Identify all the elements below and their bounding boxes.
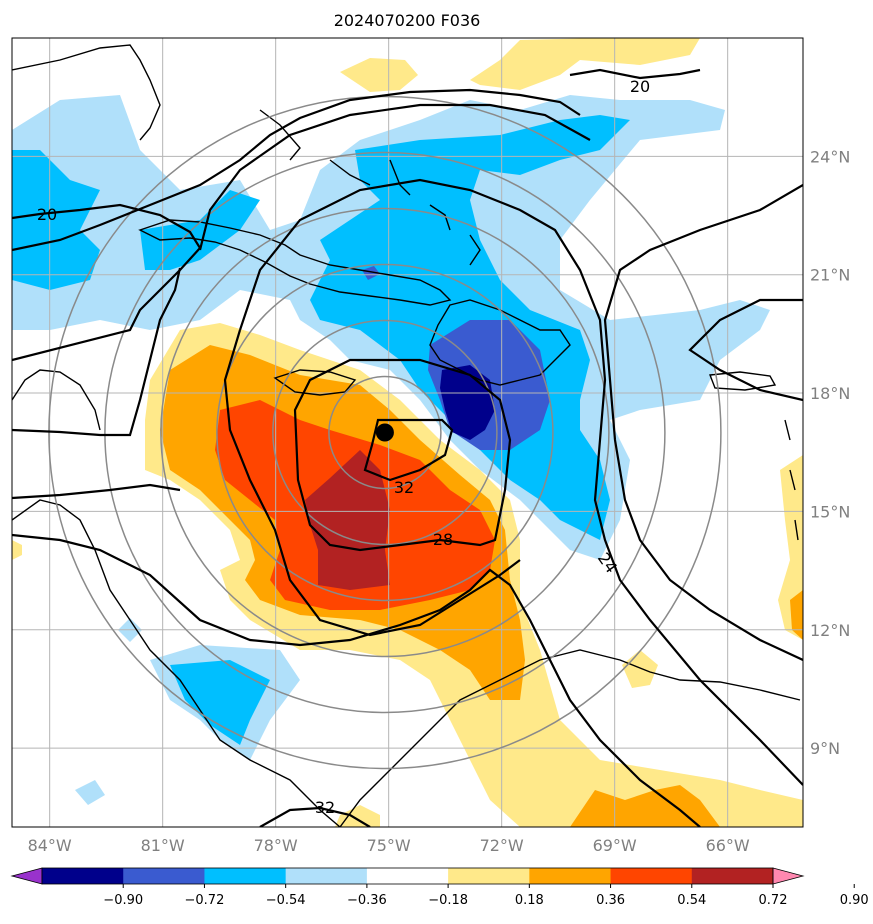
longitude-labels: 84°W 81°W 78°W 75°W 72°W 69°W 66°W <box>28 836 750 855</box>
coast-central-america <box>12 499 341 827</box>
longitude-label: 69°W <box>593 836 637 855</box>
isoline-20-ring <box>198 103 591 251</box>
shade-yellow-spot2 <box>622 650 658 688</box>
coast-panama-colombia <box>339 649 801 827</box>
longitude-label: 66°W <box>706 836 750 855</box>
shade-blue-cuba <box>140 190 260 270</box>
contour-label-28: 28 <box>433 530 453 549</box>
latitude-label: 18°N <box>810 384 850 403</box>
coast-lesser-antilles <box>784 419 799 541</box>
colorbar-tick-label: −0.90 <box>103 893 143 908</box>
colorbar-bin <box>529 868 612 884</box>
colorbar-bin <box>366 868 449 884</box>
isoline-20-ne <box>569 68 701 80</box>
longitude-label: 75°W <box>367 836 411 855</box>
colorbar-tick-label: −0.18 <box>428 893 468 908</box>
isoline-20-north <box>12 88 581 252</box>
shade-orange-southeast <box>570 785 720 827</box>
coast-hispaniola <box>429 299 571 386</box>
shade-yellow-east <box>778 455 803 640</box>
isoline-west-lobe <box>12 267 182 437</box>
contour-label-20-ne: 20 <box>630 77 650 96</box>
contour-label-32: 32 <box>394 478 414 497</box>
latitude-label: 12°N <box>810 621 850 640</box>
isoline-south <box>12 533 701 827</box>
coast-cuba <box>138 219 452 306</box>
colorbar: −0.90 −0.72 −0.54 −0.36 −0.18 0.18 0.36 0.54 0.7… <box>10 867 869 908</box>
colorbar-frame <box>41 867 774 885</box>
coastlines <box>12 44 801 827</box>
shade-yellow-north <box>470 38 700 90</box>
latitude-label: 15°N <box>810 502 850 521</box>
shade-yellow-spot1 <box>340 58 418 92</box>
coast-jamaica <box>273 369 357 396</box>
contour-label-20-west: 20 <box>37 205 57 224</box>
shade-lightblue-spot2 <box>75 780 105 805</box>
colorbar-tick-label: 0.36 <box>596 893 625 908</box>
latitude-label: 9°N <box>810 739 840 758</box>
shade-blue-north <box>12 150 100 290</box>
longitude-label: 84°W <box>28 836 72 855</box>
isoline-32-south <box>259 806 371 827</box>
colorbar-extend-low <box>10 867 43 885</box>
isoline-south-left <box>12 483 181 500</box>
range-ring <box>104 151 666 714</box>
shade-blue-south <box>170 660 270 745</box>
range-ring <box>216 263 554 602</box>
colorbar-tick-label: 0.18 <box>515 893 544 908</box>
latitude-label: 21°N <box>810 266 850 285</box>
colorbar-bin <box>610 868 693 884</box>
shade-darkred-core <box>305 450 390 590</box>
isoline-24-west <box>223 329 521 637</box>
colorbar-tick-label: 0.54 <box>677 893 706 908</box>
isoline-28 <box>293 358 512 552</box>
isoline-east <box>603 184 803 661</box>
colorbar-bin <box>123 868 205 884</box>
longitude-label: 72°W <box>480 836 524 855</box>
colorbar-bin <box>448 868 530 884</box>
colorbar-bin <box>285 868 368 884</box>
shade-yellow-spot4 <box>335 805 380 827</box>
colorbar-tick-label: 0.90 <box>840 893 869 908</box>
colorbar-bin <box>42 868 124 884</box>
colorbar-tick-label: −0.72 <box>185 893 225 908</box>
latitude-labels: 9°N 12°N 15°N 18°N 21°N 24°N <box>810 147 850 758</box>
isolines <box>12 68 803 827</box>
map-frame <box>11 37 804 828</box>
range-ring <box>272 319 498 546</box>
colorbar-tick-label: −0.54 <box>266 893 306 908</box>
shade-yellow-spot3 <box>12 540 22 560</box>
coast-yucatan <box>12 369 101 431</box>
storm-center-marker <box>375 423 394 442</box>
coast-florida <box>12 44 161 141</box>
colorbar-bin <box>204 868 287 884</box>
latitude-label: 24°N <box>810 147 850 166</box>
isoline-24-ring <box>238 178 803 786</box>
longitude-label: 81°W <box>141 836 185 855</box>
map-title: 2024070200 F036 <box>334 11 481 30</box>
colorbar-extend-high <box>772 867 805 885</box>
range-ring <box>160 207 610 658</box>
range-ring <box>328 375 442 490</box>
colorbar-bin <box>691 868 774 884</box>
isoline-32-inner <box>363 418 454 482</box>
isoline-20-west <box>12 203 202 362</box>
coast-puertorico <box>709 371 777 391</box>
map-panel: 20 20 32 28 24 32 <box>12 38 803 827</box>
isoline-east2 <box>688 298 803 402</box>
colorbar-tick-label: −0.36 <box>347 893 387 908</box>
coast-bahamas <box>259 109 481 266</box>
contour-label-32-south: 32 <box>315 798 335 817</box>
shade-orange-east <box>790 590 803 640</box>
shade-mediumblue-spot <box>362 266 380 280</box>
longitude-label: 78°W <box>254 836 298 855</box>
colorbar-tick-label: 0.72 <box>759 893 788 908</box>
